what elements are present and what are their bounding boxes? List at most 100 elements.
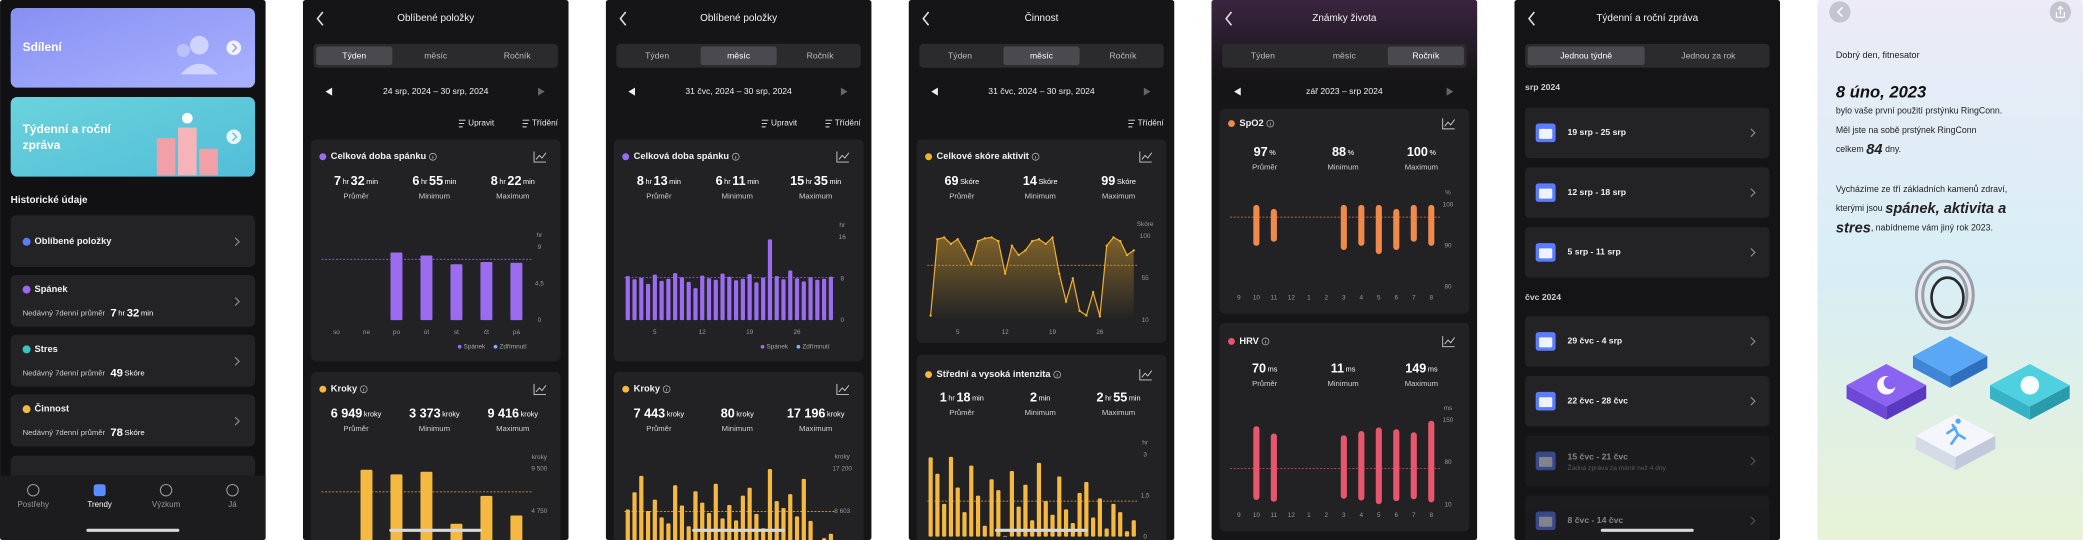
tab[interactable]: Týden [1251, 51, 1275, 61]
x-tick-label: so [333, 329, 340, 336]
chart-button[interactable] [1442, 336, 1456, 348]
tab[interactable]: měsíc [727, 51, 751, 61]
back-button[interactable] [619, 11, 627, 26]
tab[interactable]: Ročník [504, 51, 532, 61]
bar [788, 270, 793, 321]
y-tick-label: 17 200 [833, 466, 853, 473]
bar [1030, 520, 1035, 537]
nav-label[interactable]: Postřehy [18, 500, 49, 509]
info-icon[interactable] [1031, 152, 1040, 161]
x-tick-label: 26 [793, 329, 801, 336]
chart-button[interactable] [836, 151, 850, 163]
bar [706, 278, 712, 321]
action[interactable]: Třídění [835, 119, 862, 128]
chart-button[interactable] [1139, 369, 1153, 381]
tab[interactable]: Týden [342, 51, 366, 61]
tab[interactable]: měsíc [1333, 51, 1357, 61]
open-button[interactable] [226, 129, 242, 145]
card-icon [925, 153, 933, 161]
story-line: bylo vaše první použití prstýnku RingCon… [1836, 106, 2002, 116]
bar [510, 515, 523, 540]
chart-button[interactable] [1139, 151, 1153, 163]
previous-button[interactable] [325, 87, 333, 96]
report-card[interactable]: 22 čvc - 28 čvc [1525, 375, 1770, 427]
chart-button[interactable] [533, 383, 547, 396]
feature-card[interactable] [10, 96, 256, 177]
tab[interactable]: Ročník [1110, 51, 1138, 61]
card-title: Kroky [331, 384, 358, 394]
report-card[interactable]: 5 srp - 11 srp [1525, 227, 1770, 278]
chevron [1750, 128, 1756, 138]
list-item[interactable] [10, 215, 256, 268]
action[interactable]: Upravit [771, 119, 798, 128]
list-item[interactable] [10, 394, 256, 447]
report-card[interactable]: 19 srp - 25 srp [1525, 107, 1770, 159]
info-icon[interactable] [662, 385, 671, 394]
next-button[interactable] [1446, 87, 1454, 96]
chart-button[interactable] [1442, 118, 1456, 130]
y-tick-label: 0 [1143, 533, 1147, 540]
info-icon[interactable] [359, 385, 368, 394]
info-icon[interactable] [1266, 119, 1275, 128]
stat-label: Maximum [799, 424, 832, 433]
next-button[interactable] [840, 87, 848, 96]
tab[interactable]: Jednou za rok [1681, 51, 1736, 61]
chevron [234, 237, 240, 247]
tab[interactable]: Týden [948, 51, 972, 61]
action[interactable]: Třídění [1138, 119, 1165, 128]
info-icon[interactable] [429, 152, 437, 161]
info-icon[interactable] [731, 152, 740, 161]
y-tick-label: 90 [1444, 243, 1452, 250]
tab[interactable]: Ročník [807, 51, 835, 61]
previous-button[interactable] [628, 87, 636, 96]
card-icon [622, 153, 630, 161]
action[interactable]: Upravit [468, 119, 495, 128]
bar [679, 277, 685, 321]
number: 55 [1113, 391, 1127, 405]
y-axis-unit: hr [537, 232, 544, 239]
point [983, 237, 987, 240]
nav-label[interactable]: Výzkum [152, 500, 181, 509]
report-card[interactable]: 12 srp - 18 srp [1525, 167, 1770, 218]
open-button[interactable] [226, 40, 242, 56]
y-tick-label: 8 [840, 275, 844, 282]
next-button[interactable] [538, 87, 545, 96]
number: 18 [956, 391, 970, 405]
report-card[interactable]: 29 čvc - 4 srp [1525, 316, 1770, 367]
tab[interactable]: měsíc [1030, 51, 1054, 61]
tab[interactable]: Týden [645, 51, 669, 61]
info-icon[interactable] [1053, 370, 1062, 379]
back-button[interactable] [1829, 1, 1851, 23]
tab[interactable]: měsíc [424, 51, 448, 61]
back-button[interactable] [1528, 11, 1535, 26]
unit: % [1348, 148, 1355, 157]
point [976, 239, 980, 243]
bar [686, 281, 691, 321]
list-item[interactable] [10, 334, 256, 387]
previous-button[interactable] [931, 87, 938, 96]
tab[interactable]: Jednou týdně [1560, 51, 1612, 61]
x-tick-label: 5 [653, 329, 657, 336]
bar [754, 513, 759, 540]
stat-value: 6 hr 55 min [412, 174, 456, 188]
chart-button[interactable] [836, 383, 850, 396]
share-icon [2055, 5, 2065, 18]
next-button[interactable] [1143, 87, 1151, 96]
chart-button[interactable] [533, 151, 547, 163]
back-button[interactable] [1225, 11, 1233, 26]
bar [935, 473, 940, 537]
list-item[interactable] [10, 274, 256, 327]
action[interactable]: Třídění [532, 119, 559, 128]
runner-icon [1946, 423, 1967, 446]
point [1064, 300, 1068, 303]
calendar-icon-inner [1538, 128, 1553, 139]
tab[interactable]: Ročník [1412, 51, 1440, 61]
previous-button[interactable] [1234, 87, 1241, 96]
back-button[interactable] [316, 11, 324, 26]
bar [720, 518, 725, 540]
nav-label[interactable]: Já [228, 500, 237, 509]
info-icon[interactable] [1261, 337, 1270, 346]
bar [794, 278, 800, 321]
back-button[interactable] [922, 11, 930, 26]
nav-label[interactable]: Trendy [87, 500, 112, 509]
